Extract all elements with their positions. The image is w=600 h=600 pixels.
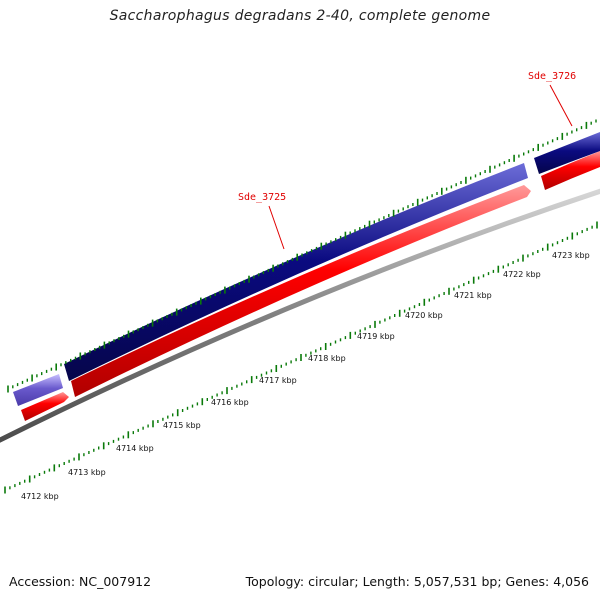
scale-label-4712: 4712 kbp — [21, 492, 59, 501]
callout-line-sde-3726 — [549, 84, 573, 127]
scale-label-4714: 4714 kbp — [116, 444, 154, 453]
gene-label-sde-3726: Sde_3726 — [528, 71, 576, 82]
scale-label-4715: 4715 kbp — [163, 421, 201, 430]
genome-summary-text: Topology: circular; Length: 5,057,531 bp… — [245, 574, 589, 589]
scale-label-4721: 4721 kbp — [454, 291, 492, 300]
accession-text: Accession: NC_007912 — [9, 574, 152, 589]
reverse-gene-sde-3726 — [541, 151, 600, 190]
forward-gene-sde-3725 — [64, 163, 528, 381]
reverse-gene-small — [21, 392, 69, 421]
scale-label-4719: 4719 kbp — [357, 332, 395, 341]
scale-label-4717: 4717 kbp — [259, 376, 297, 385]
map-title: Saccharophagus degradans 2-40, complete … — [109, 8, 491, 24]
reverse-gene-sde-3725 — [71, 185, 531, 397]
callout-line-sde-3725 — [268, 205, 285, 250]
genome-backbone — [0, 188, 600, 443]
forward-gene-sde-3726 — [534, 132, 600, 174]
scale-label-4723: 4723 kbp — [552, 251, 590, 260]
scale-label-4722: 4722 kbp — [503, 270, 541, 279]
scale-label-4718: 4718 kbp — [308, 354, 346, 363]
forward-gene-partial — [13, 374, 63, 406]
gene-label-sde-3725: Sde_3725 — [238, 192, 286, 203]
scale-label-4716: 4716 kbp — [211, 398, 249, 407]
scale-label-4720: 4720 kbp — [405, 311, 443, 320]
scale-label-4713: 4713 kbp — [68, 468, 106, 477]
